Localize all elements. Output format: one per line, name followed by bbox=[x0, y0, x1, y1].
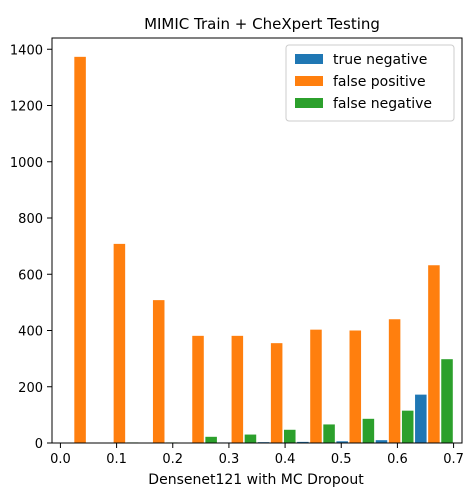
bar-false-positive-9 bbox=[428, 265, 440, 443]
y-tick-label-1: 200 bbox=[18, 381, 43, 396]
legend-label-false-positive: false positive bbox=[333, 74, 426, 90]
legend: true negative false positive false negativ… bbox=[285, 44, 455, 122]
y-tick-label-2: 400 bbox=[18, 325, 43, 340]
legend-swatch-false-negative bbox=[295, 98, 323, 108]
bar-true-negative-9 bbox=[415, 394, 427, 444]
x-tick-label-2: 0.2 bbox=[162, 452, 183, 467]
x-tick-label-6: 0.6 bbox=[387, 452, 408, 467]
bar-false-positive-3 bbox=[192, 335, 204, 443]
bar-false-positive-1 bbox=[113, 243, 126, 444]
x-tick-label-1: 0.1 bbox=[106, 452, 127, 467]
bar-true-negative-6 bbox=[297, 441, 309, 444]
y-tick-label-4: 800 bbox=[18, 212, 43, 227]
legend-box bbox=[285, 44, 455, 122]
axes-layer: 0.0 0.1 0.2 0.3 0.4 0.5 0.6 0.7 0 200 400 600 800 100… bbox=[10, 37, 464, 467]
bar-true-negative-8 bbox=[375, 440, 388, 443]
legend-swatch-true-negative bbox=[295, 54, 323, 64]
bars-layer bbox=[74, 56, 453, 444]
bar-true-negative-7 bbox=[336, 441, 348, 443]
bar-false-positive-0 bbox=[74, 56, 86, 444]
plot-frame bbox=[51, 37, 463, 444]
y-tick-label-0: 0 bbox=[35, 437, 43, 452]
bar-false-negative-8 bbox=[401, 410, 414, 443]
x-axis-label: Densenet121 with MC Dropout bbox=[148, 472, 364, 488]
bar-false-negative-9 bbox=[441, 359, 453, 443]
y-tick-label-7: 1400 bbox=[10, 43, 43, 58]
x-tick-label-3: 0.3 bbox=[219, 452, 240, 467]
bar-false-positive-7 bbox=[349, 330, 362, 443]
legend-label-false-negative: false negative bbox=[333, 96, 432, 112]
bar-false-positive-2 bbox=[152, 300, 165, 444]
bar-false-positive-4 bbox=[231, 335, 244, 443]
y-tick-label-3: 600 bbox=[18, 268, 43, 283]
y-tick-label-5: 1000 bbox=[10, 156, 43, 171]
bar-false-negative-7 bbox=[362, 418, 375, 443]
bar-false-negative-6 bbox=[323, 424, 335, 443]
y-tick-label-6: 1200 bbox=[10, 100, 43, 115]
x-tick-label-7: 0.7 bbox=[443, 452, 464, 467]
bar-false-negative-4 bbox=[244, 434, 257, 443]
legend-swatch-false-positive bbox=[295, 76, 323, 86]
legend-label-true-negative: true negative bbox=[333, 52, 427, 68]
bar-false-positive-6 bbox=[310, 329, 322, 443]
bar-false-positive-5 bbox=[270, 343, 283, 443]
bar-false-negative-3 bbox=[205, 436, 217, 443]
bar-false-positive-8 bbox=[388, 319, 401, 443]
x-tick-label-5: 0.5 bbox=[331, 452, 352, 467]
x-tick-label-4: 0.4 bbox=[275, 452, 296, 467]
x-tick-label-0: 0.0 bbox=[50, 452, 71, 467]
bar-false-negative-5 bbox=[284, 429, 296, 443]
chart-title: MIMIC Train + CheXpert Testing bbox=[144, 15, 380, 33]
